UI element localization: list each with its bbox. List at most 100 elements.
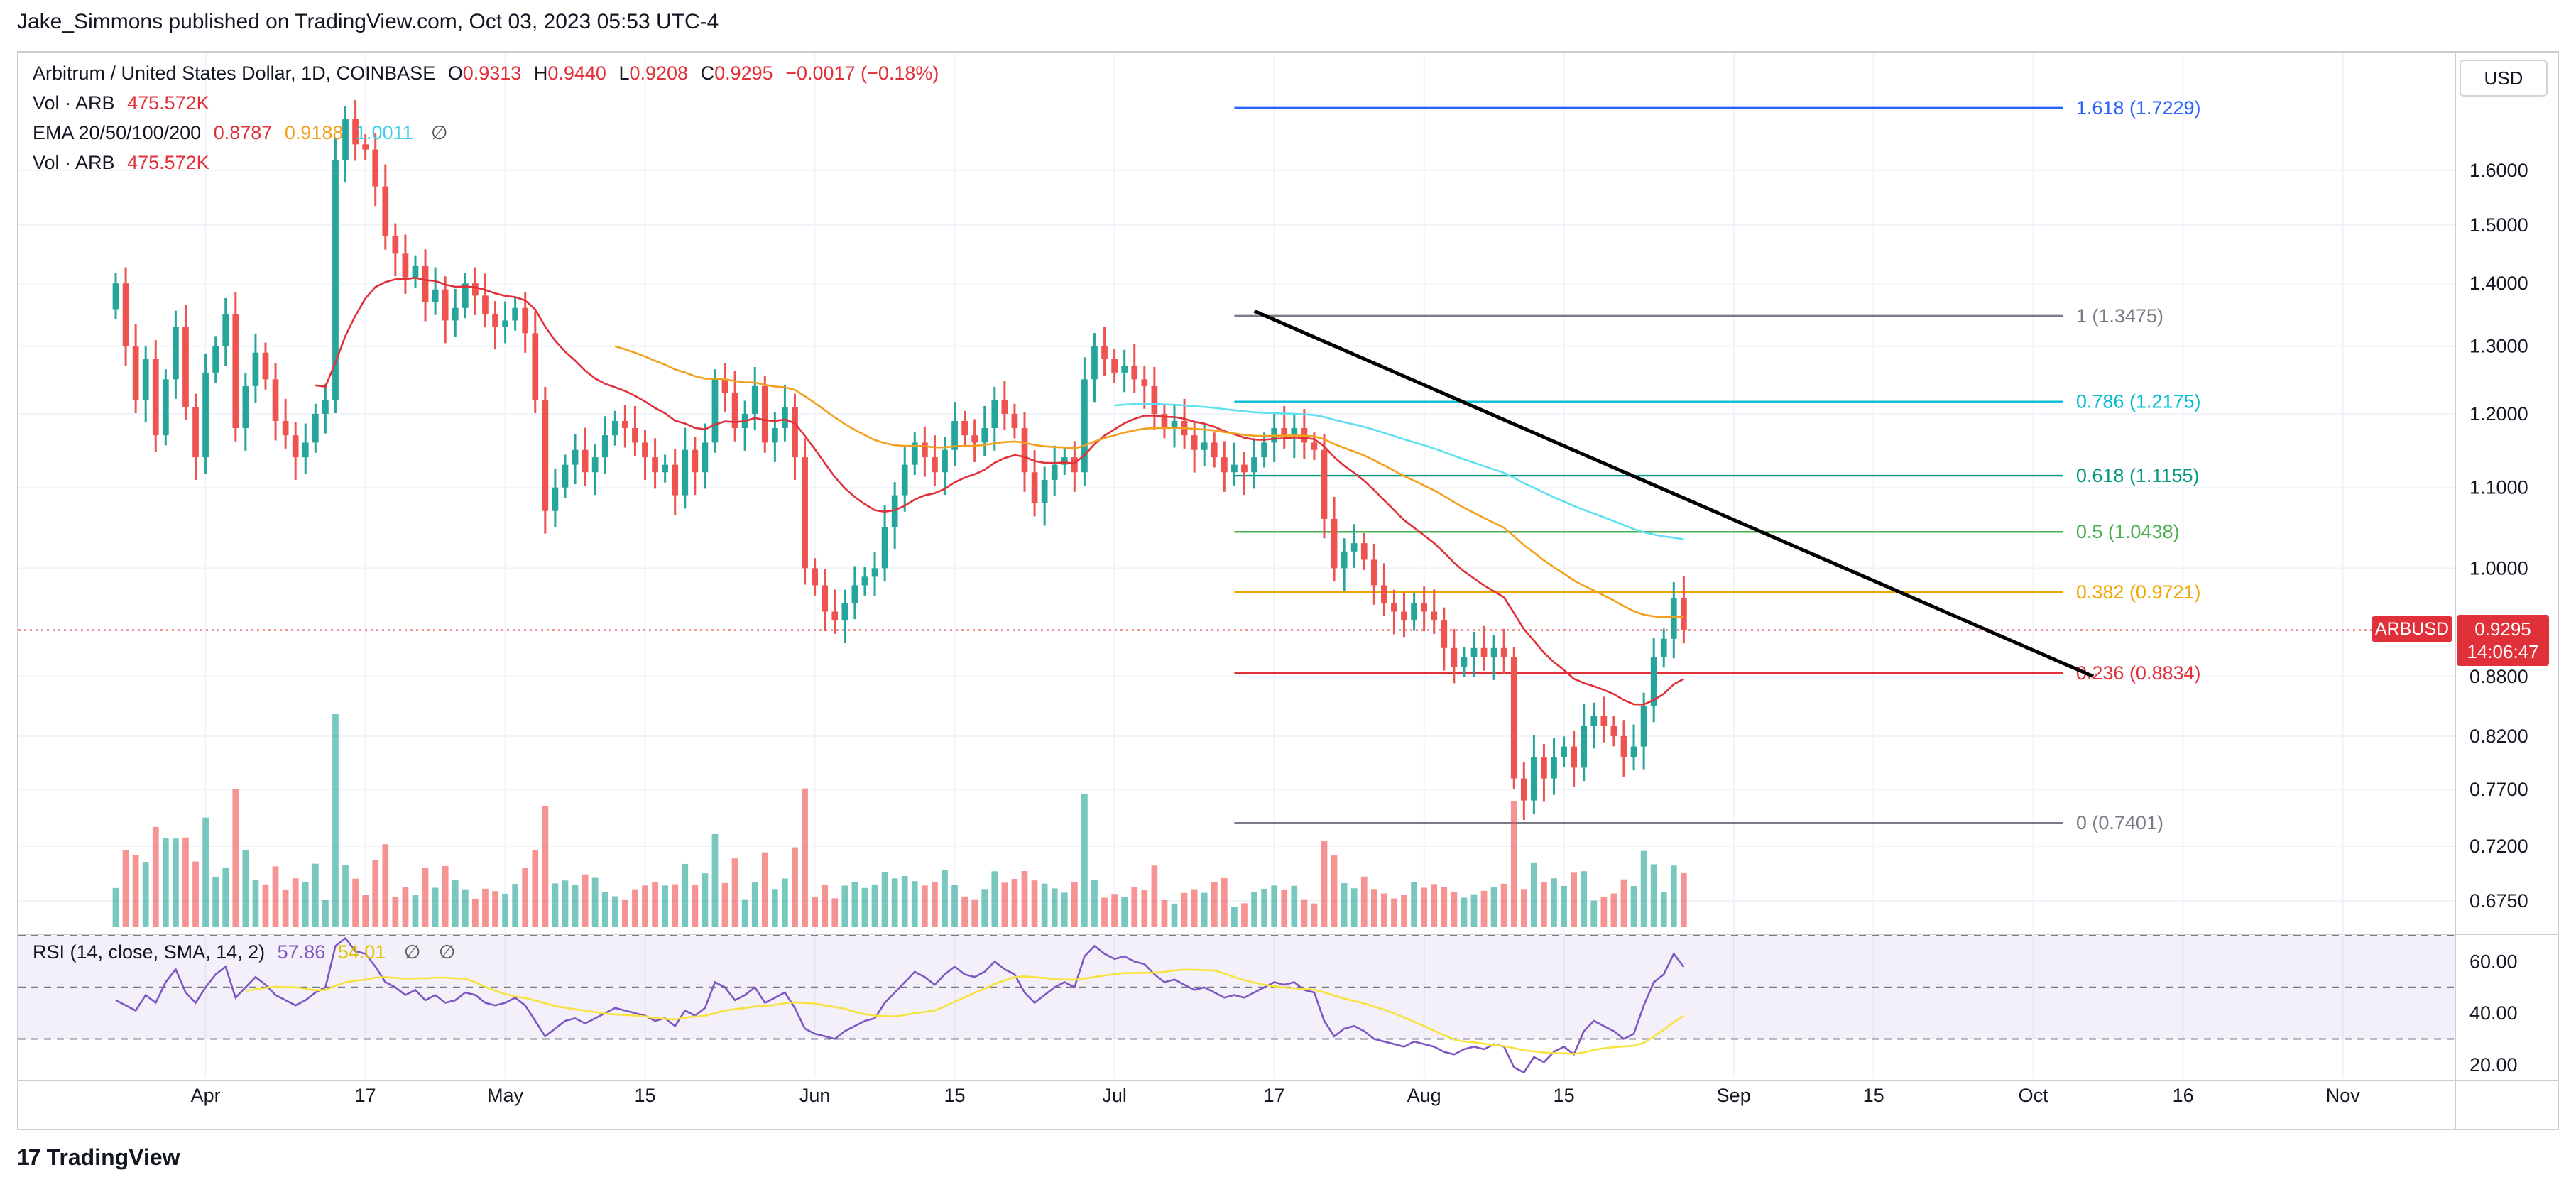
candle-body <box>1091 346 1098 380</box>
time-tick: Jul <box>1102 1085 1127 1106</box>
candle-body <box>1480 647 1488 657</box>
legend-symbol[interactable]: Arbitrum / United States Dollar, 1D, COI… <box>33 62 436 84</box>
volume-bar <box>1480 890 1488 927</box>
ema-100-line <box>1114 403 1684 540</box>
volume-bar <box>1211 882 1218 927</box>
candle-body <box>1381 585 1387 603</box>
volume-bar <box>1121 897 1128 927</box>
volume-bar <box>772 889 778 927</box>
volume-bar <box>731 858 738 927</box>
volume-bar <box>392 897 399 927</box>
legend-symbol-row: Arbitrum / United States Dollar, 1D, COI… <box>33 62 946 84</box>
price-tick: 0.8800 <box>2469 666 2528 687</box>
publisher-line: Jake_Simmons published on TradingView.co… <box>17 10 719 33</box>
candle-body <box>1360 543 1368 560</box>
legend-ema50-value: 0.9188 <box>284 122 344 143</box>
price-tick: 0.7700 <box>2469 779 2528 800</box>
fib-level-label: 0.236 (0.8834) <box>2076 662 2201 684</box>
volume-bar <box>122 850 129 927</box>
candle-body <box>1171 420 1178 429</box>
volume-bar <box>881 872 888 927</box>
volume-bar <box>212 876 219 927</box>
candle-body <box>1201 442 1208 450</box>
volume-bar <box>242 849 249 927</box>
hide-indicator-icon[interactable]: ∅ <box>431 122 448 143</box>
candle-body <box>182 327 189 407</box>
volume-bar <box>292 878 299 927</box>
candle-body <box>142 359 149 400</box>
candle-body <box>482 295 489 314</box>
volume-bar <box>412 895 419 927</box>
rsi-tick: 20.00 <box>2469 1054 2518 1076</box>
legend-l-value: 0.9208 <box>629 62 689 84</box>
candle-body <box>422 265 429 302</box>
legend-vol-value: 475.572K <box>127 92 209 114</box>
candle-body <box>1411 603 1417 621</box>
volume-bar <box>1630 886 1637 927</box>
chart-frame: 1.618 (1.7229) 1 (1.3475) 0.786 (1.2175) 0.… <box>17 51 2559 1130</box>
candle-body <box>232 314 239 429</box>
candle-body <box>362 144 369 150</box>
volume-bar <box>1241 903 1248 927</box>
candle-body <box>601 435 608 458</box>
candle-body <box>402 253 409 278</box>
trendline <box>1253 309 2095 679</box>
rsi-hide-icon[interactable]: ∅ <box>403 941 421 963</box>
candle-body <box>1251 457 1257 473</box>
candle-body <box>1650 657 1657 706</box>
candle-body <box>751 385 758 414</box>
volume-bar <box>1101 897 1108 927</box>
price-tick: 1.2000 <box>2469 403 2528 425</box>
tradingview-logo-icon: 17 <box>17 1144 41 1170</box>
candle-body <box>1571 746 1578 768</box>
chart-canvas[interactable]: 1.618 (1.7229) 1 (1.3475) 0.786 (1.2175) 0.… <box>18 53 2558 1129</box>
candle-body <box>332 160 339 400</box>
price-tick: 0.6750 <box>2469 890 2528 912</box>
volume-bar <box>282 889 289 927</box>
axes: 1.6000 1.5000 1.4000 1.3000 1.2000 1.1000 1.00… <box>191 160 2528 1106</box>
volume-bar <box>452 880 459 927</box>
candle-body <box>462 283 469 308</box>
candle-body <box>1520 778 1527 801</box>
legend-ema-row[interactable]: EMA 20/50/100/200 0.8787 0.9188 1.0011 ∅ <box>33 122 455 144</box>
volume-bar <box>142 861 149 927</box>
legend-ema20-value: 0.8787 <box>213 122 273 143</box>
candle-body <box>292 435 299 458</box>
rsi-legend-row[interactable]: RSI (14, close, SMA, 14, 2) 57.86 54.01 … <box>33 941 462 963</box>
volume-bar <box>721 882 728 927</box>
candle-body <box>1261 442 1267 458</box>
volume-bar <box>901 875 908 927</box>
rsi-hide-icon-2[interactable]: ∅ <box>438 941 456 963</box>
volume-bar <box>302 881 309 927</box>
volume-bar <box>1581 871 1588 927</box>
candle-body <box>672 464 679 496</box>
volume-bar <box>672 884 679 927</box>
legend-ema100-value: 1.0011 <box>355 122 413 143</box>
candle-body <box>632 428 638 443</box>
candle-body <box>242 385 249 429</box>
volume-bar <box>632 889 638 927</box>
legend-volume-row[interactable]: Vol · ARB 475.572K <box>33 92 217 114</box>
tradingview-logo[interactable]: 17 TradingView <box>17 1144 180 1171</box>
price-tick: 1.4000 <box>2469 273 2528 294</box>
candle-body <box>1551 757 1557 779</box>
volume-bar <box>1350 888 1358 927</box>
candle-body <box>492 314 498 327</box>
legend-volume2-row[interactable]: Vol · ARB 475.572K <box>33 152 217 174</box>
volume-bar <box>1141 890 1148 927</box>
time-tick: Aug <box>1407 1085 1441 1106</box>
volume-bar <box>1291 885 1298 927</box>
candle-body <box>412 265 419 278</box>
last-price: 0.9295 <box>2474 618 2531 640</box>
volume-bar <box>1041 883 1048 927</box>
candle-body <box>1221 457 1228 473</box>
volume-bar <box>362 895 369 927</box>
currency-selector[interactable]: USD <box>2460 60 2548 97</box>
candle-body <box>212 346 219 373</box>
volume-bar <box>822 885 829 927</box>
tradingview-logo-text: TradingView <box>46 1144 180 1170</box>
candle-body <box>352 119 359 145</box>
volume-bar <box>1490 887 1497 927</box>
time-tick: Sep <box>1717 1085 1751 1106</box>
candle-body <box>442 289 449 321</box>
